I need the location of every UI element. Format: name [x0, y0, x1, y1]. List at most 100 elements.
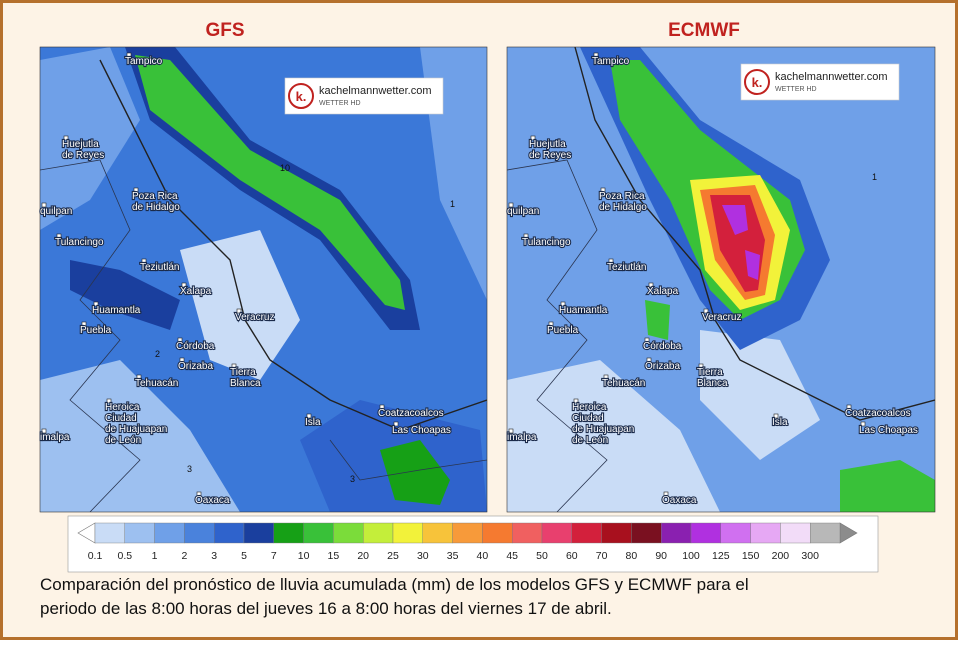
colorbar-swatch — [810, 522, 841, 544]
city-marker — [41, 428, 47, 434]
colorbar-swatch — [392, 522, 423, 544]
colorbar-label: 125 — [712, 550, 730, 562]
colorbar-swatch — [422, 522, 453, 544]
city-label: Coatzacoalcos — [845, 408, 911, 419]
city-marker — [646, 357, 652, 363]
city-marker — [56, 233, 62, 239]
city-marker — [508, 202, 514, 208]
city-marker — [600, 187, 606, 193]
city-label: Blanca — [230, 378, 261, 389]
colorbar-label: 35 — [447, 550, 459, 562]
city-label: Huamantla — [559, 305, 608, 316]
colorbar-swatch — [124, 522, 155, 544]
colorbar-swatch — [661, 522, 692, 544]
city-label: Oaxaca — [195, 495, 230, 506]
city-marker — [508, 428, 514, 434]
logo-site: kachelmannwetter.com — [319, 85, 432, 97]
colorbar-swatch — [184, 522, 215, 544]
city-marker — [523, 233, 529, 239]
panel-title: GFS — [205, 20, 244, 41]
city-marker — [593, 52, 599, 58]
contour-label: 10 — [280, 163, 290, 173]
city-label: de Reyes — [62, 150, 104, 161]
city-label: Tierra — [697, 367, 723, 378]
city-marker — [141, 258, 147, 264]
colorbar: 0.1 0.5 1 2 3 5 7 10 15 20 25 30 35 40 45 50 60 70 80 90 100… — [77, 522, 858, 562]
city-label: Orizaba — [645, 361, 680, 372]
logo-icon — [288, 83, 314, 109]
city-label: quilpan — [40, 206, 72, 217]
gfs-map — [40, 47, 487, 512]
colorbar-label: 7 — [271, 550, 277, 562]
logo-mark: k. — [296, 89, 307, 104]
contour-label: 3 — [187, 464, 192, 474]
city-marker — [648, 282, 654, 288]
colorbar-swatch — [333, 522, 364, 544]
colorbar-swatch — [601, 522, 632, 544]
city-marker — [860, 421, 866, 427]
city-marker — [573, 398, 579, 404]
city-label: Córdoba — [176, 341, 215, 352]
colorbar-label: 200 — [772, 550, 790, 562]
colorbar-label: 0.5 — [117, 550, 132, 562]
city-marker — [608, 258, 614, 264]
colorbar-swatch — [571, 522, 602, 544]
colorbar-swatch — [273, 522, 304, 544]
colorbar-swatch — [720, 522, 751, 544]
colorbar-swatch — [303, 522, 334, 544]
city-marker — [41, 202, 47, 208]
contour-label: 2 — [155, 349, 160, 359]
colorbar-label: 10 — [298, 550, 310, 562]
city-label: imalpa — [40, 432, 70, 443]
contour-label: 3 — [350, 474, 355, 484]
colorbar-label: 50 — [536, 550, 548, 562]
colorbar-label: 25 — [387, 550, 399, 562]
city-marker — [196, 491, 202, 497]
colorbar-label: 80 — [626, 550, 638, 562]
city-label: Poza Rica — [132, 191, 178, 202]
colorbar-label: 100 — [682, 550, 700, 562]
logo-site: kachelmannwetter.com — [775, 71, 888, 83]
ecmwf-map — [507, 47, 935, 512]
city-marker — [81, 321, 87, 327]
city-label: quilpan — [507, 206, 539, 217]
colorbar-swatch — [631, 522, 662, 544]
city-label: imalpa — [507, 432, 537, 443]
city-label: Ciudad — [105, 413, 137, 424]
city-marker — [393, 421, 399, 427]
logo-icon — [744, 69, 770, 95]
city-marker — [603, 374, 609, 380]
city-marker — [773, 413, 779, 419]
colorbar-label: 70 — [596, 550, 608, 562]
contour-label: 1 — [450, 199, 455, 209]
city-label: Poza Rica — [599, 191, 645, 202]
colorbar-label: 90 — [655, 550, 667, 562]
city-label: Xalapa — [647, 286, 679, 297]
colorbar-label: 40 — [477, 550, 489, 562]
city-marker — [548, 321, 554, 327]
city-marker — [306, 413, 312, 419]
city-label: Tampico — [592, 56, 630, 67]
city-label: Veracruz — [235, 312, 274, 323]
city-label: Orizaba — [178, 361, 213, 372]
city-marker — [530, 135, 536, 141]
colorbar-label: 1 — [152, 550, 158, 562]
city-label: de León — [105, 435, 141, 446]
city-label: de Huajuapan — [572, 424, 634, 435]
colorbar-swatch — [94, 522, 125, 544]
colorbar-label: 15 — [328, 550, 340, 562]
city-marker — [63, 135, 69, 141]
city-label: Isla — [305, 417, 321, 428]
colorbar-swatch — [243, 522, 274, 544]
city-marker — [644, 337, 650, 343]
colorbar-swatch — [512, 522, 543, 544]
city-label: Oaxaca — [662, 495, 697, 506]
panel-title: ECMWF — [668, 20, 740, 41]
colorbar-label: 300 — [801, 550, 819, 562]
city-marker — [379, 404, 385, 410]
caption: periodo de las 8:00 horas del jueves 16 … — [40, 599, 612, 618]
city-marker — [179, 357, 185, 363]
city-label: Heroica — [572, 402, 607, 413]
